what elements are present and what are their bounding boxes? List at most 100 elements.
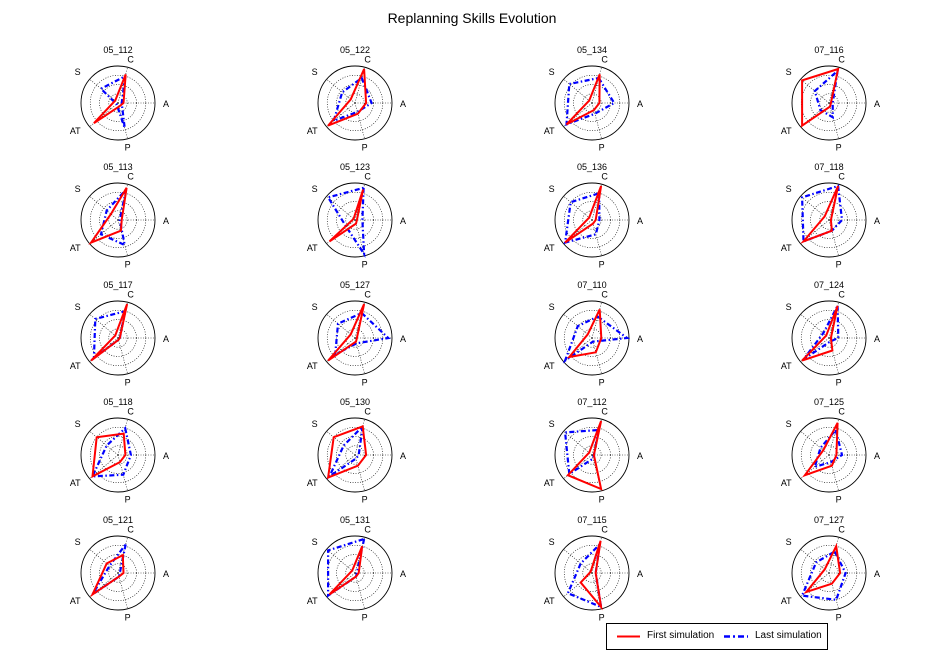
grid-spoke: [354, 454, 365, 491]
panel-title: 05_134: [577, 45, 607, 55]
series-first-polygon: [91, 432, 127, 479]
grid-spoke: [800, 313, 830, 339]
series-first-polygon: [93, 74, 127, 125]
series-first-polygon: [564, 185, 603, 244]
axis-label: P: [599, 613, 605, 623]
axis-label: S: [786, 302, 792, 312]
grid-spoke: [326, 78, 356, 104]
series-first-polygon: [801, 305, 839, 362]
axis-label: S: [312, 419, 318, 429]
axis-label: A: [874, 451, 880, 461]
series-last-polygon: [327, 537, 366, 598]
legend-last-label: Last simulation: [755, 630, 822, 641]
axis-label: P: [362, 613, 368, 623]
grid-spoke: [563, 430, 593, 456]
series-last-polygon: [802, 305, 840, 361]
axis-label: AT: [307, 596, 318, 606]
axis-label: C: [601, 171, 608, 181]
series-last-polygon: [99, 185, 128, 247]
grid-spoke: [89, 219, 119, 245]
axis-label: S: [312, 537, 318, 547]
grid-spoke: [828, 102, 839, 139]
grid-ring: [582, 563, 602, 583]
axis-label: C: [838, 171, 845, 181]
series-last-polygon: [800, 550, 847, 602]
series-first-polygon: [326, 425, 368, 480]
axis-label: A: [637, 99, 643, 109]
axis-label: A: [874, 216, 880, 226]
radar-panels: 05_112CAPATS05_122CAPATS05_134CAPATS07_1…: [70, 45, 880, 623]
axis-label: P: [599, 495, 605, 505]
outer-ring: [554, 65, 630, 141]
series-last-polygon: [565, 76, 616, 127]
grid-spoke: [117, 337, 128, 374]
grid-spoke: [89, 430, 119, 456]
axis-label: S: [549, 302, 555, 312]
axis-label: AT: [781, 596, 792, 606]
grid-spoke: [563, 548, 593, 574]
panel-title: 07_118: [814, 162, 843, 172]
grid-spoke: [828, 454, 839, 491]
outer-ring: [791, 182, 867, 258]
outer-ring: [80, 182, 156, 258]
grid-spoke: [326, 195, 356, 221]
grid-spoke: [591, 337, 602, 374]
outer-ring: [80, 65, 156, 141]
axis-label: AT: [781, 361, 792, 371]
series-first-polygon: [328, 545, 364, 596]
grid-ring: [345, 210, 365, 230]
legend-swatches: [617, 635, 748, 638]
outer-ring: [317, 182, 393, 258]
grid-spoke: [828, 572, 839, 609]
axis-label: C: [127, 171, 134, 181]
outer-ring: [317, 535, 393, 611]
axis-label: AT: [70, 478, 81, 488]
series-first-polygon: [800, 185, 840, 244]
outer-ring: [554, 182, 630, 258]
grid-spoke: [591, 302, 602, 339]
grid-spoke: [89, 548, 119, 574]
axis-label: S: [312, 302, 318, 312]
panel-title: 05_136: [577, 162, 607, 172]
axis-label: A: [637, 569, 643, 579]
axis-label: AT: [544, 361, 555, 371]
axis-label: AT: [70, 596, 81, 606]
axis-label: AT: [781, 478, 792, 488]
grid-spoke: [326, 313, 356, 339]
axis-label: P: [836, 378, 842, 388]
series-first-polygon: [565, 74, 601, 126]
axis-label: A: [400, 451, 406, 461]
grid-spoke: [563, 78, 593, 104]
outer-ring: [317, 300, 393, 376]
series-last-polygon: [92, 309, 127, 361]
axis-label: AT: [544, 478, 555, 488]
legend-first-label: First simulation: [647, 630, 715, 641]
series-first-polygon: [566, 308, 603, 359]
axis-label: A: [163, 99, 169, 109]
axis-label: S: [549, 67, 555, 77]
axis-label: AT: [70, 361, 81, 371]
outer-ring: [317, 65, 393, 141]
panel-title: 07_115: [577, 515, 606, 525]
axis-label: S: [75, 537, 81, 547]
series-first-polygon: [328, 189, 365, 243]
axis-label: S: [786, 537, 792, 547]
panel-title: 07_125: [814, 397, 844, 407]
grid-ring: [819, 210, 839, 230]
axis-label: A: [400, 569, 406, 579]
axis-label: A: [874, 569, 880, 579]
grid-spoke: [117, 419, 128, 456]
outer-ring: [791, 65, 867, 141]
figure-title: Replanning Skills Evolution: [388, 10, 557, 26]
axis-label: P: [836, 613, 842, 623]
axis-label: C: [601, 54, 608, 64]
axis-label: P: [125, 143, 131, 153]
axis-label: P: [836, 143, 842, 153]
